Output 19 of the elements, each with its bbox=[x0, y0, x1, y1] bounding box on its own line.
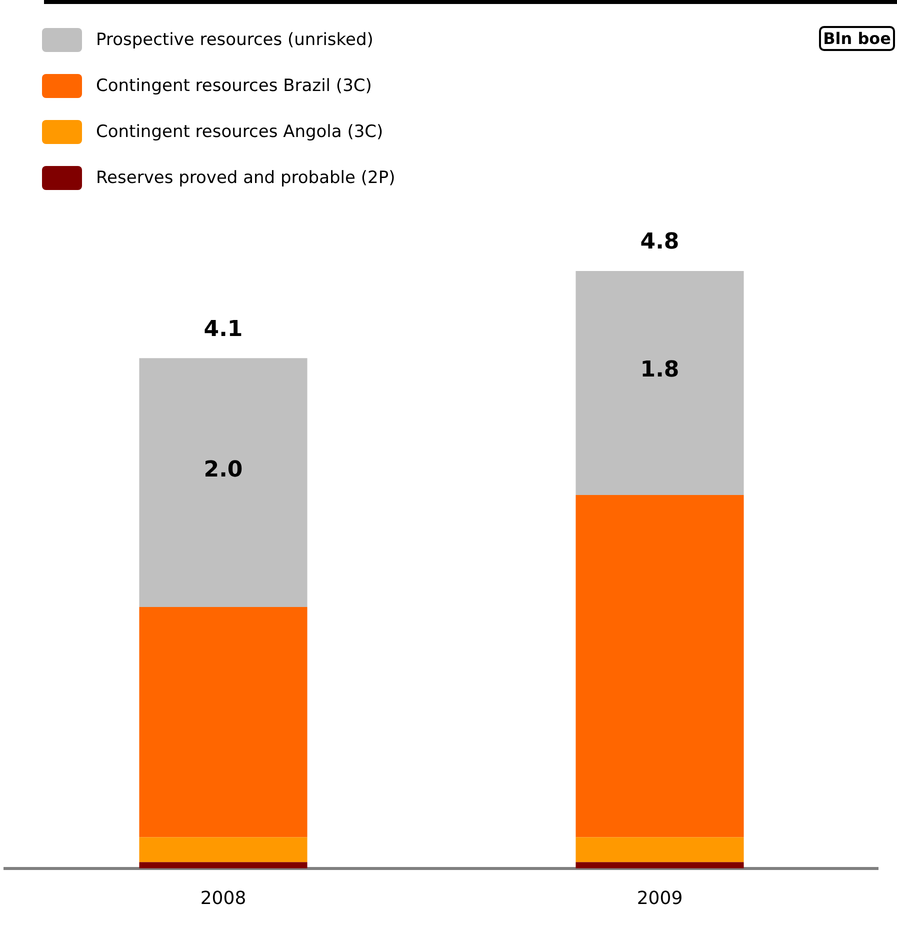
legend-label: Contingent resources Angola (3C) bbox=[96, 122, 384, 142]
bar bbox=[139, 862, 308, 868]
bar bbox=[576, 837, 744, 862]
bar bbox=[576, 271, 744, 496]
legend-label: Contingent resources Brazil (3C) bbox=[96, 76, 372, 96]
bar bbox=[139, 837, 308, 862]
bar bbox=[576, 862, 744, 868]
legend-label: Prospective resources (unrisked) bbox=[96, 30, 374, 50]
x-tick-label: 2008 bbox=[200, 888, 246, 909]
bar bbox=[576, 495, 744, 838]
data-label: 1.8 bbox=[640, 358, 680, 383]
text: Bln boe bbox=[819, 26, 895, 51]
bar bbox=[139, 358, 308, 608]
total-label: 4.1 bbox=[204, 316, 243, 342]
data-label: 2.0 bbox=[204, 457, 243, 482]
total-label: 4.8 bbox=[640, 230, 680, 255]
x-tick-label: 2009 bbox=[636, 888, 683, 909]
bar bbox=[139, 607, 308, 838]
legend-label: Reserves proved and probable (2P) bbox=[96, 168, 396, 188]
